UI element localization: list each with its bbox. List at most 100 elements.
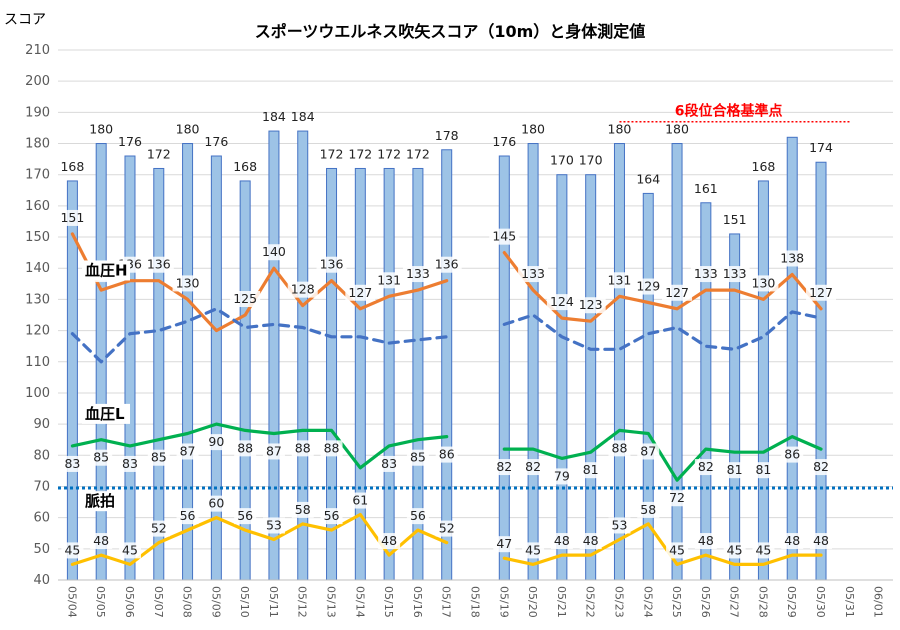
data-label: 170 bbox=[550, 153, 574, 168]
data-label: 151 bbox=[723, 212, 747, 227]
data-label: 83 bbox=[64, 456, 80, 471]
data-label-bg bbox=[637, 501, 660, 518]
data-label: 164 bbox=[636, 171, 660, 186]
y-tick-label: 180 bbox=[25, 137, 50, 152]
data-label-bg bbox=[752, 542, 775, 559]
data-label: 56 bbox=[410, 508, 426, 523]
data-label-bg bbox=[666, 542, 689, 559]
data-label-bg bbox=[90, 533, 113, 550]
data-label-bg bbox=[694, 459, 717, 476]
data-label: 48 bbox=[784, 533, 800, 548]
data-label-bg bbox=[378, 455, 401, 472]
x-tick-label: 05/06 bbox=[123, 586, 136, 618]
data-label-bg bbox=[316, 256, 347, 273]
data-label: 48 bbox=[93, 533, 109, 548]
data-label-bg bbox=[378, 533, 401, 550]
data-label: 176 bbox=[492, 134, 516, 149]
data-label: 48 bbox=[554, 533, 570, 548]
data-label-bg bbox=[374, 272, 405, 289]
x-tick-label: 05/19 bbox=[497, 586, 510, 618]
data-label-bg bbox=[205, 495, 228, 512]
x-tick-label: 05/15 bbox=[382, 586, 395, 618]
data-label: 88 bbox=[612, 440, 628, 455]
data-label: 133 bbox=[694, 266, 718, 281]
data-label: 178 bbox=[435, 128, 459, 143]
score-bar bbox=[383, 167, 395, 581]
data-label-bg bbox=[748, 275, 779, 292]
y-tick-label: 70 bbox=[33, 479, 50, 494]
data-label: 136 bbox=[435, 257, 459, 272]
data-label: 86 bbox=[784, 447, 800, 462]
data-label: 133 bbox=[406, 266, 430, 281]
y-tick-label: 40 bbox=[33, 573, 50, 588]
x-tick-label: 06/01 bbox=[872, 586, 885, 618]
y-tick-label: 130 bbox=[25, 292, 50, 307]
data-label: 136 bbox=[147, 257, 171, 272]
series-name-label: 脈拍 bbox=[85, 492, 115, 510]
data-label-bg bbox=[431, 256, 462, 273]
data-label: 170 bbox=[579, 153, 603, 168]
axis-ticks: 4050607080901001101201301401501601701801… bbox=[25, 43, 893, 618]
y-tick-label: 190 bbox=[25, 105, 50, 120]
y-tick-label: 210 bbox=[25, 43, 50, 58]
score-bar bbox=[268, 130, 280, 581]
data-label: 88 bbox=[324, 440, 340, 455]
data-label: 56 bbox=[237, 508, 253, 523]
data-label-bg bbox=[604, 272, 635, 289]
x-tick-label: 05/10 bbox=[238, 586, 251, 618]
score-bar bbox=[757, 180, 769, 581]
x-tick-label: 05/21 bbox=[555, 586, 568, 618]
data-label: 180 bbox=[176, 122, 200, 137]
data-label: 82 bbox=[525, 459, 541, 474]
data-label-bg bbox=[61, 542, 84, 559]
data-label-bg bbox=[172, 275, 203, 292]
data-label: 81 bbox=[727, 462, 743, 477]
data-label: 88 bbox=[295, 440, 311, 455]
data-label: 56 bbox=[324, 508, 340, 523]
data-label: 88 bbox=[237, 440, 253, 455]
data-label-bg bbox=[320, 440, 343, 457]
score-bar bbox=[498, 155, 510, 581]
data-label: 48 bbox=[583, 533, 599, 548]
data-label-bg bbox=[147, 520, 170, 537]
score-bar bbox=[815, 161, 827, 581]
x-tick-label: 05/28 bbox=[756, 586, 769, 618]
data-label: 161 bbox=[694, 181, 718, 196]
data-label: 123 bbox=[579, 297, 603, 312]
data-label: 72 bbox=[669, 490, 685, 505]
data-label-bg bbox=[781, 446, 804, 463]
data-label-bg bbox=[752, 462, 775, 479]
y-tick-label: 120 bbox=[25, 324, 50, 339]
data-label-bg bbox=[118, 542, 141, 559]
data-label-bg bbox=[608, 440, 631, 457]
y-tick-label: 90 bbox=[33, 417, 50, 432]
data-label-bg bbox=[810, 459, 833, 476]
data-label-bg bbox=[493, 536, 516, 553]
data-label: 172 bbox=[377, 146, 401, 161]
data-label-bg bbox=[694, 533, 717, 550]
data-label: 52 bbox=[439, 521, 455, 536]
x-tick-label: 05/09 bbox=[209, 586, 222, 618]
data-label: 83 bbox=[381, 456, 397, 471]
data-label: 140 bbox=[262, 244, 286, 259]
data-label-bg bbox=[719, 266, 750, 283]
data-label: 127 bbox=[348, 285, 372, 300]
x-tick-label: 05/23 bbox=[612, 586, 625, 618]
data-label: 45 bbox=[122, 542, 138, 557]
data-label: 56 bbox=[180, 508, 196, 523]
series-name-bg bbox=[82, 260, 130, 281]
x-tick-label: 05/14 bbox=[353, 586, 366, 618]
data-label: 145 bbox=[492, 229, 516, 244]
data-label-bg bbox=[234, 508, 257, 525]
x-tick-label: 05/29 bbox=[785, 586, 798, 618]
score-bar bbox=[556, 174, 568, 581]
data-label-bg bbox=[810, 533, 833, 550]
data-label: 168 bbox=[60, 159, 84, 174]
data-label: 79 bbox=[554, 468, 570, 483]
data-label-bg bbox=[90, 449, 113, 466]
data-label-bg bbox=[57, 209, 88, 226]
data-label: 87 bbox=[640, 443, 656, 458]
data-label-bg bbox=[287, 281, 318, 298]
data-label: 180 bbox=[89, 122, 113, 137]
data-label-bg bbox=[291, 440, 314, 457]
